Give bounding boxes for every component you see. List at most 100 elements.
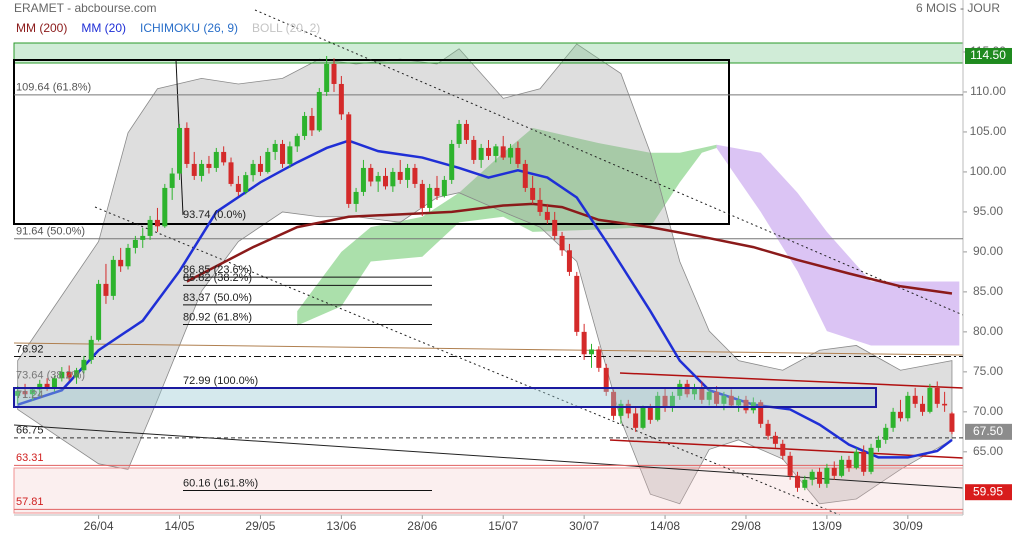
candle-body xyxy=(294,135,300,147)
candle-body xyxy=(662,395,668,408)
candle-body xyxy=(625,403,631,414)
moving-average xyxy=(186,202,953,295)
candle-body xyxy=(118,259,124,267)
consolidation-zone xyxy=(13,387,877,408)
level-label: 109.64 (61.8%) xyxy=(16,82,91,94)
candle-body xyxy=(721,395,727,404)
candle-body xyxy=(419,183,425,208)
candle-body xyxy=(88,339,94,360)
candle-body xyxy=(949,413,955,432)
candle-body xyxy=(611,391,617,416)
level-label: 93.74 (0.0%) xyxy=(183,209,246,221)
candle-body xyxy=(360,167,366,192)
candle-body xyxy=(868,447,874,472)
candle-body xyxy=(486,147,491,156)
candle-body xyxy=(780,443,786,456)
candle-body xyxy=(809,471,815,480)
candle-body xyxy=(184,127,190,164)
candle-body xyxy=(390,171,396,187)
candle-body xyxy=(132,239,138,248)
chart-title: ERAMET - abcbourse.com xyxy=(14,1,157,15)
candle-body xyxy=(383,175,389,187)
candle-body xyxy=(449,143,455,180)
y-tick-label: 95.00 xyxy=(973,204,1003,218)
candle-body xyxy=(74,370,80,378)
candle-body xyxy=(316,91,322,131)
candle-body xyxy=(338,83,344,115)
candle-body xyxy=(96,283,102,340)
candle-body xyxy=(846,459,852,468)
level-label: 73.64 (38.2%) xyxy=(16,370,85,382)
ichimoku-cloud xyxy=(716,144,960,346)
candle-body xyxy=(199,163,205,176)
candle-body xyxy=(29,389,35,395)
candle-body xyxy=(478,147,484,160)
y-tick-label: 90.00 xyxy=(973,244,1003,258)
candle-body xyxy=(728,395,734,406)
candle-body xyxy=(44,383,50,388)
candle-body xyxy=(736,399,742,406)
candle-body xyxy=(103,283,109,296)
candle-body xyxy=(51,378,57,388)
candle-body xyxy=(324,63,330,92)
candle-body xyxy=(154,219,160,227)
candle-body xyxy=(640,407,646,428)
candle-body xyxy=(677,383,683,396)
candle-body xyxy=(743,399,749,411)
x-tick-label: 30/09 xyxy=(893,519,923,533)
ichimoku-cloud xyxy=(297,127,717,326)
y-tick-label: 85.00 xyxy=(973,284,1003,298)
candle-body xyxy=(566,250,572,272)
level-label: 91.64 (50.0%) xyxy=(16,226,85,238)
candle-body xyxy=(574,275,580,332)
candle-body xyxy=(243,175,249,192)
candle-body xyxy=(346,114,352,204)
price-tag-label: 59.95 xyxy=(973,484,1003,498)
candle-body xyxy=(375,175,381,182)
x-tick-label: 14/05 xyxy=(165,519,195,533)
candle-body xyxy=(853,451,859,468)
candle-body xyxy=(912,395,918,404)
candle-body xyxy=(463,123,469,140)
y-tick-label: 110.00 xyxy=(970,84,1006,98)
candle-body xyxy=(544,211,550,220)
candle-body xyxy=(537,199,543,212)
moving-average xyxy=(17,139,953,459)
x-tick-label: 14/08 xyxy=(650,519,680,533)
x-tick-label: 28/06 xyxy=(407,519,437,533)
y-tick-label: 75.00 xyxy=(973,364,1003,378)
candle-body xyxy=(861,451,867,472)
label-layer: ERAMET - abcbourse.com 6 MOIS - JOUR 115… xyxy=(14,1,1012,533)
level-label: 76.92 xyxy=(16,343,44,355)
support-zone xyxy=(13,467,964,514)
candle-body xyxy=(287,146,293,164)
candle-body xyxy=(515,147,521,164)
level-label: 80.92 (61.8%) xyxy=(183,311,252,323)
channel-line xyxy=(619,372,964,389)
candle-body xyxy=(603,367,609,392)
candle-body xyxy=(81,359,87,371)
candle-body xyxy=(765,423,771,436)
candle-body xyxy=(59,371,65,379)
candle-body xyxy=(596,349,602,368)
candle-body xyxy=(228,162,234,184)
legend-item: MM (200) xyxy=(16,21,67,35)
candle-body xyxy=(177,127,183,174)
candle-body xyxy=(706,391,712,400)
candle-body xyxy=(125,247,131,267)
trend-line xyxy=(94,206,841,516)
candle-body xyxy=(934,387,940,404)
candle-body xyxy=(206,163,212,168)
candle-body xyxy=(831,467,837,476)
candle-body xyxy=(66,371,72,378)
candle-body xyxy=(37,383,43,390)
price-tag xyxy=(965,47,1012,64)
candle-body xyxy=(559,235,565,251)
candle-body xyxy=(522,163,528,188)
candle-body xyxy=(839,459,845,476)
x-tick-label: 13/06 xyxy=(326,519,356,533)
candle-body xyxy=(647,407,653,420)
chart-subtitle: 6 MOIS - JOUR xyxy=(916,1,1000,15)
candle-body xyxy=(714,391,720,404)
trend-line xyxy=(254,9,964,316)
